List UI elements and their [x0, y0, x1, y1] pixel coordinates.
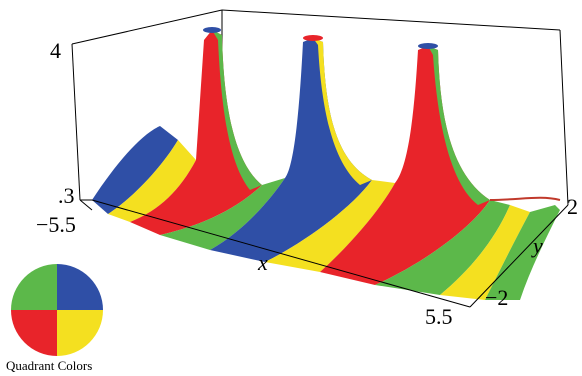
stripe-blue-2 [210, 38, 372, 262]
stripe-green-2 [375, 200, 510, 295]
box-edge-right-back [559, 29, 569, 206]
stripe-yellow-2 [265, 180, 395, 272]
box-edge-top-back [221, 9, 561, 31]
spike-2-shade [313, 38, 372, 185]
surface [92, 27, 561, 300]
box-edge-top-left [71, 9, 223, 45]
x-axis-label: x [257, 250, 268, 275]
z-min-label: .3 [58, 183, 75, 208]
spike-3-top [418, 43, 438, 49]
box-edge-front-corner [79, 199, 93, 211]
legend-quadrant-bottom-right [57, 310, 103, 356]
box-edge-front-bottom [91, 199, 471, 308]
box-edge-left [71, 43, 81, 201]
spike-1-shade [212, 30, 262, 190]
y-axis-label: y [531, 233, 543, 258]
plot-box-front [79, 199, 569, 308]
stripe-blue-1 [92, 126, 178, 214]
stripe-red-1 [130, 30, 262, 235]
spike-1-top [203, 27, 221, 33]
spike-3-shade [428, 46, 490, 205]
legend-quadrant-bottom-left [11, 310, 57, 356]
box-edge-front-right [469, 204, 569, 308]
quadrant-legend: Quadrant Colors [6, 264, 103, 373]
x-max-label: 5.5 [425, 304, 453, 329]
legend-quadrant-top-right [57, 264, 103, 310]
legend-quadrant-top-left [11, 264, 57, 310]
y-max-label: 2 [567, 194, 578, 219]
surface-back-edge [489, 196, 561, 201]
stripe-yellow-3 [440, 205, 530, 300]
stripe-green-1 [160, 178, 285, 250]
y-min-label: −2 [485, 285, 508, 310]
legend-caption: Quadrant Colors [6, 358, 92, 373]
x-min-label: −5.5 [36, 212, 76, 237]
spike-2-top [303, 35, 323, 41]
stripe-red-2 [320, 46, 490, 285]
z-max-label: 4 [50, 38, 61, 63]
stripe-yellow-1 [108, 140, 196, 222]
